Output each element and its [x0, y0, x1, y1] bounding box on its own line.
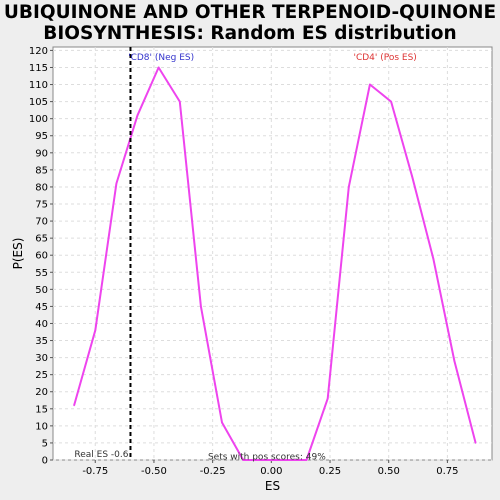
- y-tick-label: 40: [35, 319, 48, 330]
- data-point: [73, 405, 75, 407]
- y-tick-label: 0: [42, 456, 48, 467]
- y-tick-label: 100: [29, 114, 48, 125]
- y-tick-label: 50: [35, 285, 48, 296]
- x-tick-label: -0.25: [200, 466, 226, 477]
- y-tick-label: 25: [35, 370, 48, 381]
- data-point: [454, 360, 456, 362]
- y-tick-label: 110: [29, 80, 48, 91]
- y-tick-label: 15: [35, 404, 48, 415]
- data-point: [94, 329, 96, 331]
- y-tick-label: 20: [35, 387, 48, 398]
- data-point: [116, 183, 118, 185]
- y-tick-label: 90: [35, 148, 48, 159]
- y-tick-label: 115: [29, 63, 48, 74]
- y-tick-label: 105: [29, 97, 48, 108]
- data-point: [390, 101, 392, 103]
- x-tick-label: 0.50: [378, 466, 400, 477]
- data-point: [200, 306, 202, 308]
- y-tick-label: 65: [35, 234, 48, 245]
- real-es-label: Real ES -0.6: [74, 450, 128, 460]
- y-tick-label: 55: [35, 268, 48, 279]
- data-point: [369, 84, 371, 86]
- data-point: [158, 67, 160, 69]
- data-point: [179, 101, 181, 103]
- y-tick-label: 80: [35, 182, 48, 193]
- y-tick-label: 10: [35, 421, 48, 432]
- annotation-label: 'CD8' (Neg ES): [128, 53, 194, 63]
- data-point: [433, 258, 435, 260]
- y-tick-label: 30: [35, 353, 48, 364]
- y-tick-label: 95: [35, 131, 48, 142]
- x-tick-label: -0.50: [141, 466, 167, 477]
- y-tick-label: 120: [29, 46, 48, 57]
- x-tick-label: 0.75: [436, 466, 458, 477]
- y-tick-label: 60: [35, 251, 48, 262]
- y-tick-label: 45: [35, 302, 48, 313]
- annotation-label: 'CD4' (Pos ES): [353, 53, 416, 63]
- plot-area: [53, 47, 492, 460]
- y-tick-label: 85: [35, 165, 48, 176]
- annotation-label: Sets with pos scores: 49%: [208, 453, 326, 463]
- data-point: [327, 398, 329, 400]
- x-axis-label: ES: [265, 479, 280, 493]
- x-tick-label: 0.25: [319, 466, 341, 477]
- data-point: [221, 422, 223, 424]
- y-tick-label: 5: [42, 438, 48, 449]
- data-point: [411, 176, 413, 178]
- y-axis-label: P(ES): [11, 238, 25, 270]
- data-point: [348, 186, 350, 188]
- x-tick-label: 0.00: [260, 466, 282, 477]
- y-tick-label: 75: [35, 200, 48, 211]
- data-point: [475, 442, 477, 444]
- x-tick-label: -0.75: [82, 466, 108, 477]
- data-point: [137, 114, 139, 116]
- y-tick-label: 35: [35, 336, 48, 347]
- y-tick-label: 70: [35, 217, 48, 228]
